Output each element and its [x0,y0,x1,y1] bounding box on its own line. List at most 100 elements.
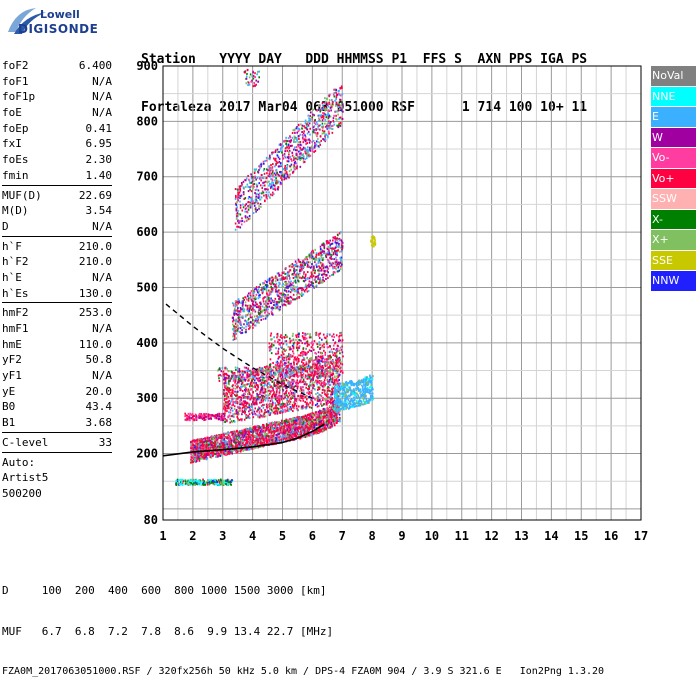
echo-f-trace [259,437,261,439]
echo-f-cloud [322,389,324,391]
echo-f-trace [229,439,231,441]
echo-f-cloud [226,410,228,412]
echo-f-trace [216,441,218,443]
echo-f-trace [196,458,198,460]
echo-f-cloud [230,406,232,408]
echo-f-trace [213,447,215,449]
echo-f-trace [238,437,240,439]
echo-f-cloud [231,395,233,397]
echo-f-cloud [279,400,281,402]
echo-f-trace [283,425,285,427]
echo-es [216,483,218,485]
echo-f-cloud [235,395,237,397]
echo-f-cloud [282,407,284,409]
echo-f-trace [281,424,283,426]
echo-es [230,484,232,486]
echo-f-trace [286,425,288,427]
echo-f-cloud [321,405,323,407]
echo-f-trace [290,425,292,427]
echo-f-cloud [225,408,227,410]
echo-f-cloud [296,379,298,381]
echo-f-trace [241,440,243,442]
echo-f-trace [309,418,311,420]
echo-f-cloud [231,391,233,393]
echo-f-trace [299,420,301,422]
echo-x-trace [363,398,365,400]
echo-f-trace [206,457,208,459]
echo-x-trace [366,398,368,400]
echo-f-cloud [330,399,332,401]
echo-f-trace [303,419,305,421]
echo-f-cloud [310,380,312,382]
echo-f-trace [294,418,296,420]
echo-f-trace [192,455,194,457]
echo-f-trace [223,452,225,454]
echo-f-cloud [327,400,329,402]
echo-f-trace [272,422,274,424]
echo-f-cloud [306,392,308,394]
echo-f-trace [305,419,307,421]
echo-f-cloud [276,391,278,393]
echo-f-cloud [317,406,319,408]
echo-f-trace [312,414,314,416]
echo-f-cloud [254,377,256,379]
echo-f-cloud [270,404,272,406]
echo-f-cloud [241,397,243,399]
echo-f-trace [326,418,328,420]
echo-f-cloud [293,405,295,407]
echo-f-cloud [277,408,279,410]
echo-f-trace [243,429,245,431]
echo-f-cloud [245,415,247,417]
echo-f-cloud [288,392,290,394]
echo-f-cloud [284,406,286,408]
echo-f-cloud [245,384,247,386]
echo-f-cloud [264,398,266,400]
echo-es [201,481,203,483]
echo-f-cloud [320,383,322,385]
echo-f-cloud [233,398,235,400]
echo-f-cloud [289,376,291,378]
echo-x-trace [344,398,346,400]
echo-f-trace [258,440,260,442]
echo-f-trace [317,430,319,432]
echo-f-trace [248,438,250,440]
echo-f-cloud [320,403,322,405]
echo-f-cloud [230,412,232,414]
echo-f-trace [216,437,218,439]
echo-es [222,479,224,481]
echo-f-trace [257,425,259,427]
echo-f-cloud [270,386,272,388]
echo-f-trace [202,456,204,458]
echo-f-trace [199,443,201,445]
echo-es [198,480,200,482]
echo-es [178,479,180,481]
echo-f-cloud [247,393,249,395]
echo-f-trace [275,428,277,430]
echo-f-trace [238,449,240,451]
echo-f-trace [303,429,305,431]
echo-f-cloud [333,354,335,356]
echo-f-cloud [331,388,333,390]
echo-f-trace [298,421,300,423]
echo-f-cloud [271,398,273,400]
echo-f-trace [294,426,296,428]
echo-f-cloud [312,360,314,362]
echo-f-cloud [317,389,319,391]
echo-f-trace [269,422,271,424]
echo-f-cloud [265,394,267,396]
echo-f-trace [335,414,337,416]
echo-f-trace [289,422,291,424]
echo-x-trace [340,383,342,385]
echo-x-trace [338,410,340,412]
echo-f-trace [277,422,279,424]
echo-f-cloud [301,397,303,399]
echo-f-cloud [286,398,288,400]
echo-f-trace [273,430,275,432]
echo-f-cloud [232,421,234,423]
echo-f-trace [311,413,313,415]
echo-f-cloud [300,379,302,381]
echo-x-trace [372,393,374,395]
echo-f-cloud [265,415,267,417]
echo-f-cloud [293,402,295,404]
echo-f-cloud [308,403,310,405]
